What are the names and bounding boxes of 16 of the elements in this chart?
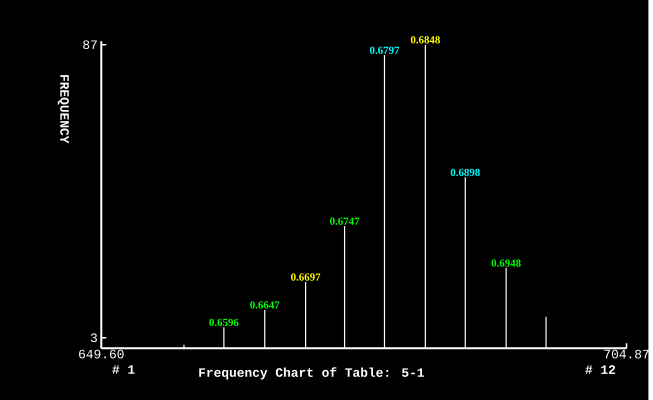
x-tick-label: 704.87: [604, 350, 649, 358]
y-axis-title: FREQUENCY: [58, 75, 69, 144]
y-tick-label: 87: [83, 40, 97, 49]
text: Frequency Chart of Table: 5-1: [199, 367, 424, 380]
annotation: 0.6647: [250, 301, 280, 309]
annotation: 0.6797: [370, 46, 400, 54]
annotation: 0.6596: [209, 318, 239, 326]
x-tick-label: 649.60: [79, 350, 124, 358]
annotation: 0.6697: [291, 273, 320, 281]
y-tick-label: 3: [90, 333, 97, 342]
text: # 1: [112, 365, 135, 374]
text: # 12: [585, 365, 616, 374]
annotation: 0.6898: [450, 168, 480, 176]
annotation: 0.6948: [492, 259, 521, 267]
annotation: 0.6848: [410, 36, 440, 44]
annotation: 0.6747: [330, 217, 360, 225]
